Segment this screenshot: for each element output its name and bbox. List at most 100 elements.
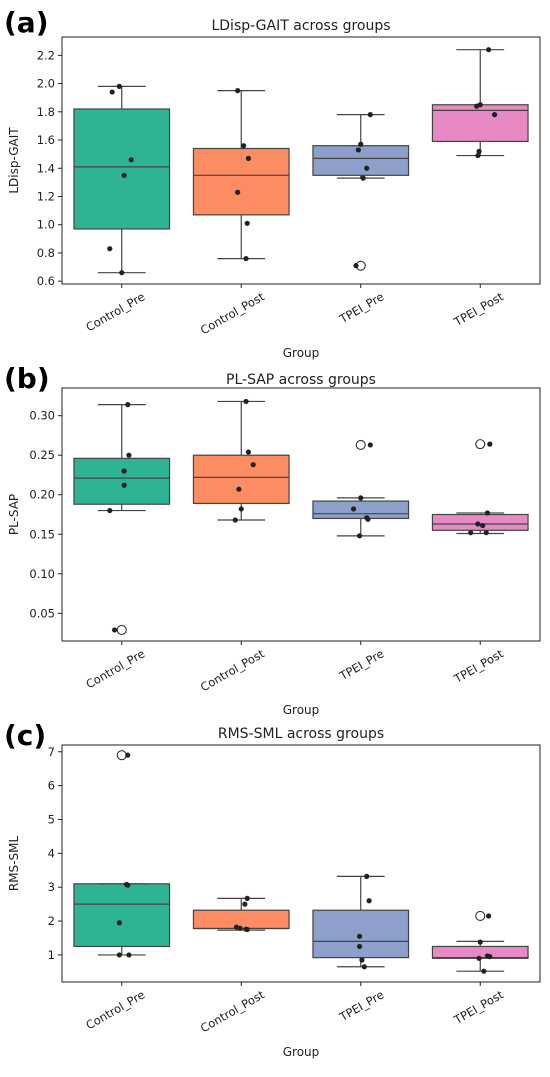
box-Control_Pre xyxy=(73,85,171,274)
data-point xyxy=(242,901,248,907)
data-point xyxy=(350,506,357,512)
data-point xyxy=(359,957,365,963)
x-tick-label: TPEI_Pre xyxy=(336,289,386,326)
panel-c: (c) RMS-SML across groups 1 2 3 4 5 6 7 RMS-SML C… xyxy=(0,719,550,1077)
data-point xyxy=(481,968,487,974)
data-point xyxy=(356,933,363,939)
data-point xyxy=(121,468,127,474)
box-iqr xyxy=(73,883,171,948)
y-tick-label: 1 xyxy=(48,948,55,962)
data-point xyxy=(126,452,132,458)
x-tick-label: Control_Pre xyxy=(83,987,147,1032)
data-point xyxy=(235,88,241,94)
x-tick-label: Control_Post xyxy=(198,289,267,337)
box-iqr xyxy=(73,108,171,230)
data-point xyxy=(125,752,131,758)
outlier-marker xyxy=(475,910,486,922)
data-point xyxy=(486,47,492,53)
outlier-marker xyxy=(475,439,486,450)
y-tick-label: 0.05 xyxy=(29,606,55,620)
data-point xyxy=(367,442,373,448)
data-point xyxy=(243,255,249,262)
data-point xyxy=(356,533,363,539)
data-point xyxy=(483,530,489,536)
data-point xyxy=(245,449,252,455)
data-point xyxy=(366,898,372,904)
box-Control_Post xyxy=(192,90,290,260)
data-point xyxy=(125,882,131,888)
data-point xyxy=(126,952,132,958)
data-point xyxy=(477,102,483,108)
data-point xyxy=(245,155,252,161)
data-point xyxy=(476,955,482,961)
data-point xyxy=(125,402,131,408)
y-tick-label: 0.10 xyxy=(29,567,55,581)
data-point xyxy=(476,148,482,154)
x-tick-label: TPEI_Pre xyxy=(336,987,386,1024)
data-point xyxy=(491,112,498,118)
y-axis-label: LDisp-GAIT xyxy=(7,127,21,194)
chart-title: PL-SAP across groups xyxy=(226,372,376,388)
plot-frame xyxy=(61,387,541,642)
x-tick-label: TPEI_Pre xyxy=(336,646,386,683)
data-point xyxy=(244,220,250,226)
plot-frame xyxy=(61,36,541,285)
data-point xyxy=(360,175,366,181)
y-tick-label: 1.0 xyxy=(37,218,55,232)
box-TPEI_Post xyxy=(431,439,529,535)
y-tick-label: 2 xyxy=(48,914,55,928)
data-point xyxy=(486,913,492,919)
y-tick-label: 1.4 xyxy=(37,161,55,175)
data-point xyxy=(236,486,242,492)
chart-rms-sml: RMS-SML across groups 1 2 3 4 5 6 7 RMS-SML Contr… xyxy=(7,726,541,1059)
panel-letter: (b) xyxy=(4,362,50,395)
box-iqr xyxy=(192,147,290,216)
data-point xyxy=(121,172,127,178)
chart-ldisp-gait: LDisp-GAIT across groups 0.6 0.8 1.0 1.2 1.4 1… xyxy=(7,18,541,360)
y-tick-label: 1.8 xyxy=(37,105,55,119)
data-point xyxy=(128,157,134,163)
data-point xyxy=(484,510,491,516)
box-TPEI_Pre xyxy=(312,875,410,968)
data-point xyxy=(107,507,113,514)
outlier-marker xyxy=(116,624,127,635)
x-axis-label: Group xyxy=(283,1045,320,1059)
data-point xyxy=(355,147,361,153)
data-point xyxy=(107,246,113,252)
data-point xyxy=(361,964,367,970)
y-tick-label: 5 xyxy=(48,812,55,826)
panel-letter: (a) xyxy=(4,6,49,39)
data-point xyxy=(353,263,359,269)
y-tick-label: 0.6 xyxy=(37,274,55,288)
data-point xyxy=(116,920,122,926)
y-tick-label: 3 xyxy=(48,880,55,894)
data-point xyxy=(358,141,364,147)
data-point xyxy=(475,521,481,527)
y-tick-label: 1.2 xyxy=(37,189,55,203)
data-point xyxy=(232,517,238,523)
outlier-marker xyxy=(116,750,127,761)
box-Control_Pre xyxy=(73,404,171,635)
y-tick-label: 0.30 xyxy=(29,409,55,423)
y-tick-label: 0.8 xyxy=(37,246,55,260)
data-point xyxy=(244,895,250,901)
data-point xyxy=(244,926,250,933)
box-iqr xyxy=(312,500,410,520)
box-Control_Post xyxy=(192,400,290,521)
y-tick-label: 7 xyxy=(48,745,55,759)
y-tick-label: 4 xyxy=(48,846,55,860)
y-tick-label: 0.15 xyxy=(29,527,55,541)
x-tick-label: TPEI_Post xyxy=(451,987,506,1027)
x-tick-label: TPEI_Post xyxy=(451,646,506,686)
data-point xyxy=(477,939,483,945)
data-point xyxy=(121,482,127,488)
data-point xyxy=(119,270,125,276)
data-point xyxy=(235,189,241,195)
box-iqr xyxy=(192,909,290,930)
box-Control_Pre xyxy=(73,750,171,956)
x-tick-label: Control_Post xyxy=(198,987,267,1035)
chart-title: LDisp-GAIT across groups xyxy=(211,18,390,34)
x-axis-label: Group xyxy=(283,346,320,360)
y-tick-label: 0.20 xyxy=(29,488,55,502)
